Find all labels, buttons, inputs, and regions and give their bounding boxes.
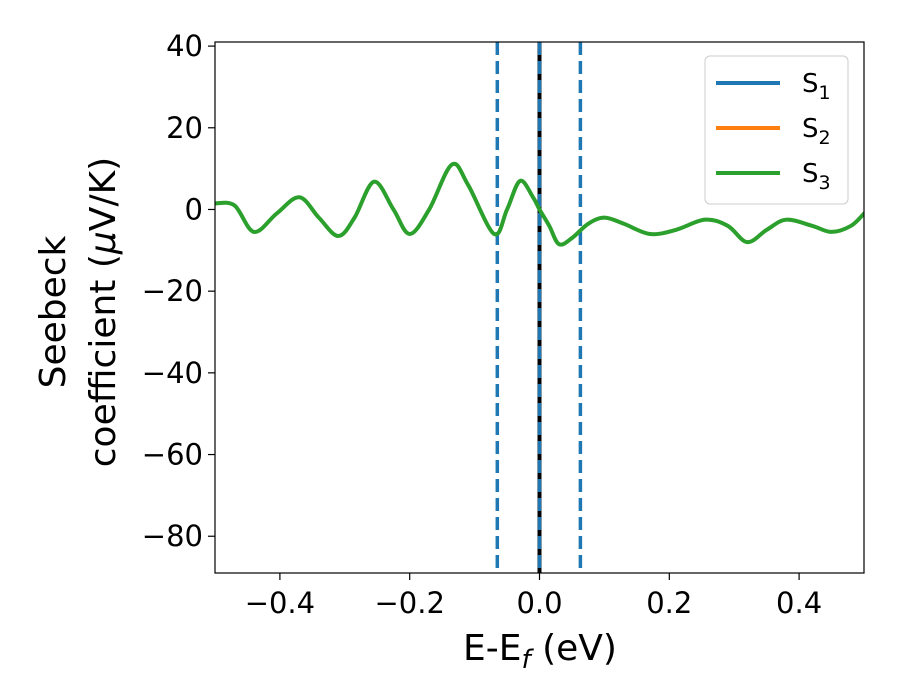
y-tick-label: −80 xyxy=(142,519,203,553)
y-tick-label: 0 xyxy=(185,192,203,226)
y-tick-label: 40 xyxy=(166,29,203,63)
y-tick-label: −60 xyxy=(142,438,203,472)
y-tick-label: 20 xyxy=(166,111,203,145)
x-axis-ticks: −0.4 −0.2 0.0 0.2 0.4 xyxy=(245,573,822,620)
x-tick-label: 0.4 xyxy=(776,586,822,620)
y-axis-ticks: 40 20 0 −20 −40 −60 −80 xyxy=(142,29,215,553)
legend: S1 S2 S3 xyxy=(704,55,849,205)
x-tick-label: 0.0 xyxy=(516,586,562,620)
x-tick-label: 0.2 xyxy=(646,586,692,620)
y-axis-label-line2: coefficient (μV/K) xyxy=(83,157,124,467)
x-axis-label: E-Ef (eV) xyxy=(463,628,617,675)
y-tick-label: −40 xyxy=(142,356,203,390)
legend-label-2: S2 xyxy=(802,114,831,149)
y-axis-label-line1: Seebeck xyxy=(33,235,74,388)
x-tick-label: −0.4 xyxy=(245,586,315,620)
vertical-lines xyxy=(495,42,583,573)
series-line-3 xyxy=(215,161,864,247)
y-axis-label: Seebeck coefficient (μV/K) xyxy=(33,157,124,467)
legend-label-1: S1 xyxy=(802,69,831,104)
x-tick-label: −0.2 xyxy=(374,586,444,620)
y-tick-label: −20 xyxy=(142,274,203,308)
series-lines xyxy=(215,161,864,247)
legend-label-3: S3 xyxy=(802,159,831,194)
